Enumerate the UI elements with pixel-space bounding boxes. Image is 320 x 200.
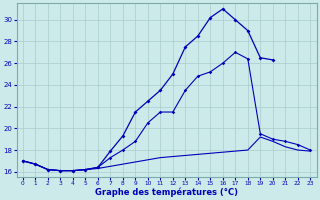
X-axis label: Graphe des températures (°C): Graphe des températures (°C) [95, 187, 238, 197]
